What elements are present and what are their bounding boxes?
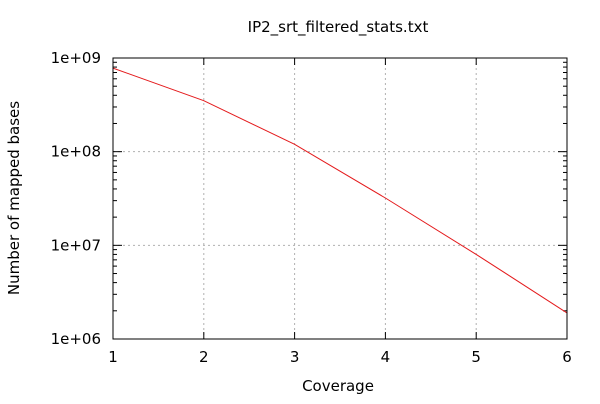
grid-lines — [113, 58, 567, 339]
x-axis-label: Coverage — [302, 377, 374, 395]
series-line — [112, 67, 568, 314]
y-axis-label: Number of mapped bases — [5, 101, 23, 295]
x-tick-label: 4 — [381, 348, 391, 366]
x-tick-label: 2 — [199, 348, 209, 366]
axis-tick-labels: 1 2 3 4 5 6 1e+06 1e+07 1e+08 1e+09 — [51, 49, 572, 366]
x-tick-label: 5 — [471, 348, 481, 366]
x-tick-label: 6 — [562, 348, 572, 366]
y-tick-label: 1e+06 — [51, 330, 101, 348]
chart-title: IP2_srt_filtered_stats.txt — [248, 18, 429, 37]
y-tick-label: 1e+08 — [51, 143, 101, 161]
y-tick-label: 1e+09 — [51, 49, 101, 67]
x-tick-label: 3 — [290, 348, 300, 366]
plot-frame — [112, 57, 568, 340]
data-series — [112, 67, 568, 314]
axis-ticks — [112, 57, 568, 340]
x-tick-label: 1 — [108, 348, 118, 366]
y-tick-label: 1e+07 — [51, 236, 101, 254]
